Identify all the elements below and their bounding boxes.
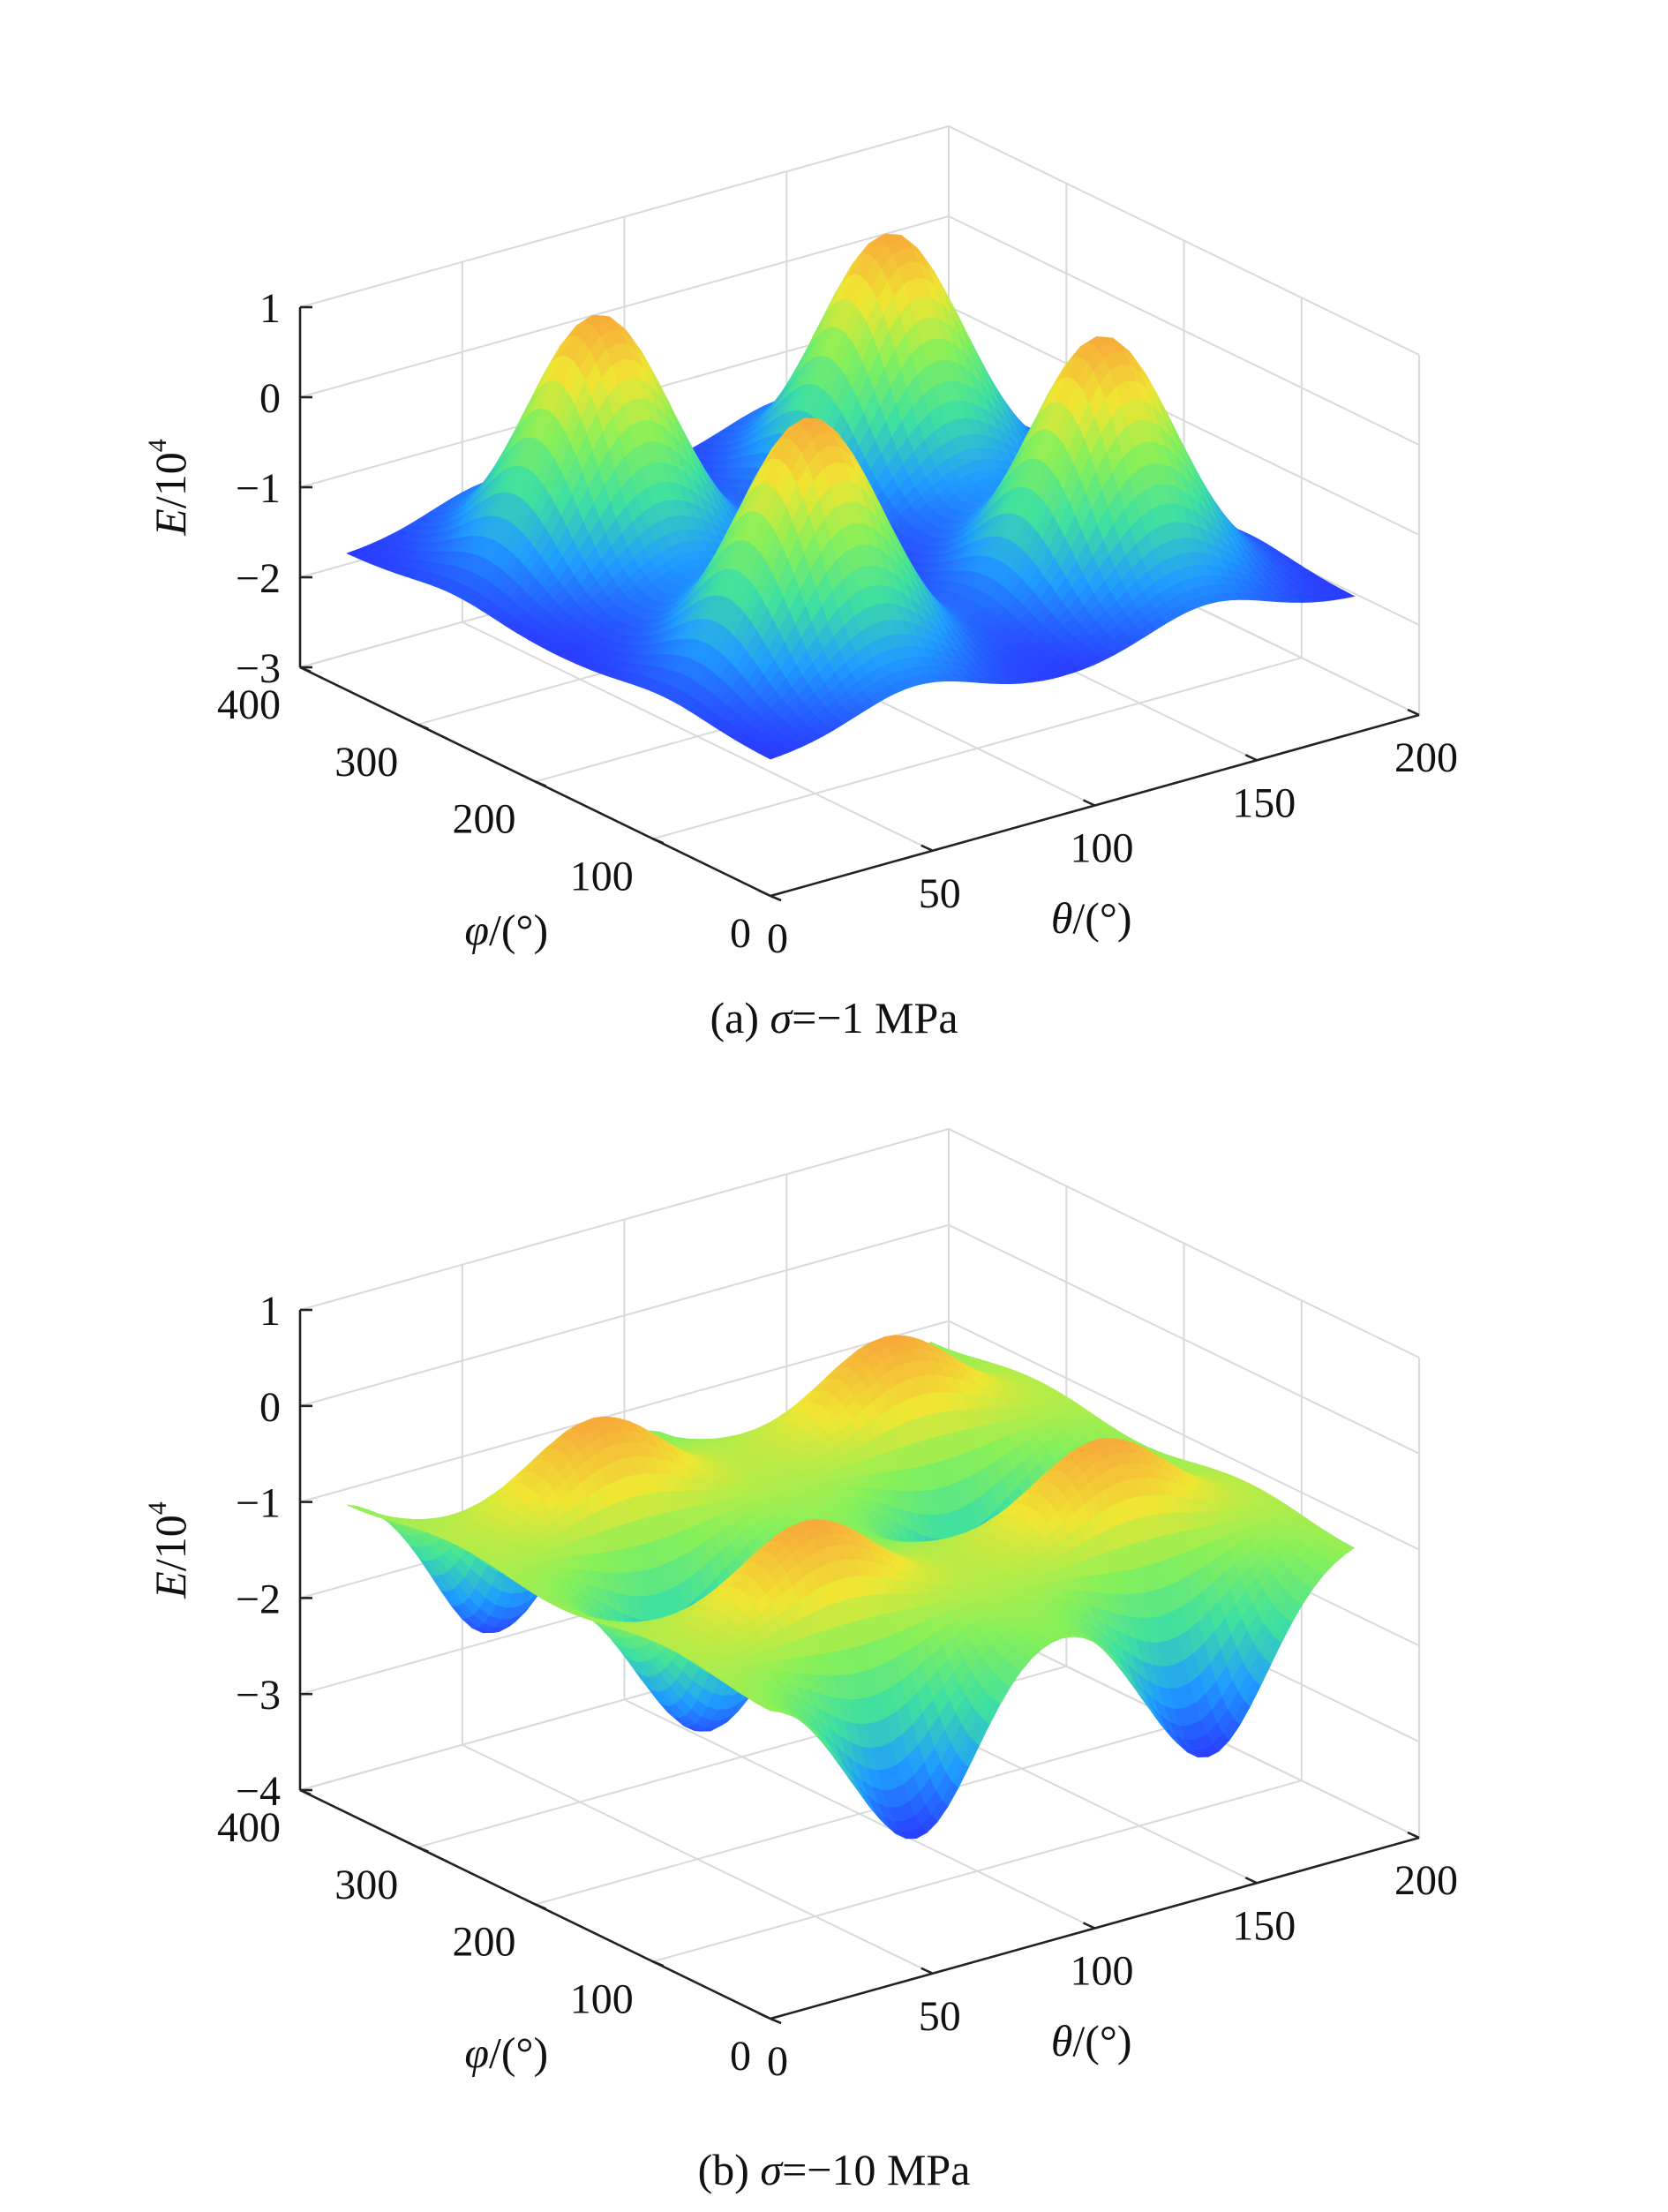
caption-a: (a) σ=−1 MPa: [710, 993, 958, 1042]
surface-a: [346, 233, 1356, 760]
theta-tick-a: [1082, 799, 1096, 807]
z-tick-label-a: −2: [236, 555, 281, 602]
theta-tick-label-b: 150: [1232, 1902, 1296, 1949]
theta-tick-a: [920, 844, 934, 852]
phi-tick-b: [652, 1960, 665, 1967]
chart-panel-a: −3 −2 −1 0 1 0 100 200 300 400 0 50 100 150 200 E/104 φ/…: [143, 124, 1458, 1042]
theta-tick-b: [1082, 1922, 1096, 1930]
phi-tick-a: [417, 723, 429, 730]
caption-b: (b) σ=−10 MPa: [698, 2145, 971, 2194]
theta-tick-label-a: 150: [1232, 779, 1296, 826]
z-tick-label-a: 1: [259, 285, 281, 332]
z-tick-label-a: 0: [259, 375, 281, 422]
z-tick-label-b: 0: [259, 1384, 281, 1431]
phi-axis-label-a: φ/(°): [464, 905, 548, 954]
theta-tick-label-b: 0: [767, 2038, 788, 2085]
theta-tick-b: [1407, 1831, 1420, 1840]
theta-tick-a: [1407, 708, 1420, 717]
chart-panel-b: −4 −3 −2 −1 0 1 0 100 200 300 400 0 50 100 150 200 E/104…: [143, 1127, 1458, 2194]
theta-tick-b: [1244, 1877, 1258, 1885]
z-tick-label-b: 1: [259, 1288, 281, 1335]
phi-tick-b: [535, 1903, 546, 1910]
theta-tick-a: [1244, 754, 1258, 762]
phi-tick-a: [299, 666, 312, 673]
phi-tick-label-b: 200: [453, 1919, 516, 1966]
z-tick-label-a: −1: [236, 465, 281, 512]
z-tick-label-b: −3: [236, 1672, 281, 1719]
z-tick-label-b: −2: [236, 1576, 281, 1622]
z-tick-label-b: −1: [236, 1480, 281, 1527]
phi-tick-label-a: 200: [453, 796, 516, 843]
theta-tick-label-b: 200: [1394, 1857, 1458, 1904]
phi-tick-label-a: 400: [217, 681, 281, 728]
surface-b: [347, 1335, 1356, 1840]
theta-tick-label-b: 50: [919, 1993, 961, 2040]
phi-tick-label-a: 300: [334, 739, 398, 786]
phi-tick-label-b: 0: [730, 2033, 751, 2080]
theta-tick-label-a: 100: [1071, 825, 1134, 872]
theta-tick-label-b: 100: [1071, 1948, 1134, 1995]
theta-axis-label-a: θ/(°): [1051, 893, 1132, 943]
theta-tick-label-a: 0: [767, 915, 788, 962]
phi-tick-label-b: 400: [217, 1804, 281, 1851]
z-tick-label-a: −3: [236, 645, 281, 692]
theta-axis-label-b: θ/(°): [1051, 2016, 1132, 2065]
phi-tick-label-a: 0: [730, 910, 751, 957]
phi-tick-a: [652, 838, 665, 845]
phi-tick-label-b: 100: [570, 1975, 634, 2022]
phi-tick-a: [770, 894, 782, 902]
phi-tick-b: [770, 2017, 782, 2025]
z-tick-label-b: −4: [236, 1768, 281, 1815]
theta-tick-b: [758, 2012, 771, 2020]
phi-tick-a: [535, 780, 546, 787]
phi-axis-label-b: φ/(°): [464, 2028, 548, 2077]
phi-tick-label-a: 100: [570, 853, 634, 899]
z-axis-label-a: E/104: [143, 439, 195, 536]
theta-tick-label-a: 50: [919, 870, 961, 917]
z-axis-label-b: E/104: [143, 1501, 195, 1599]
phi-tick-label-b: 300: [334, 1862, 398, 1908]
phi-tick-b: [299, 1788, 312, 1796]
axes-b: −4 −3 −2 −1 0 1 0 100 200 300 400 0 50 100 150 200 E/104…: [143, 1288, 1458, 2085]
theta-tick-label-a: 200: [1394, 734, 1458, 781]
phi-tick-b: [417, 1846, 429, 1853]
theta-tick-b: [920, 1967, 934, 1975]
axes-a: −3 −2 −1 0 1 0 100 200 300 400 0 50 100 150 200 E/104 φ/…: [143, 285, 1458, 962]
theta-tick-a: [758, 889, 771, 898]
